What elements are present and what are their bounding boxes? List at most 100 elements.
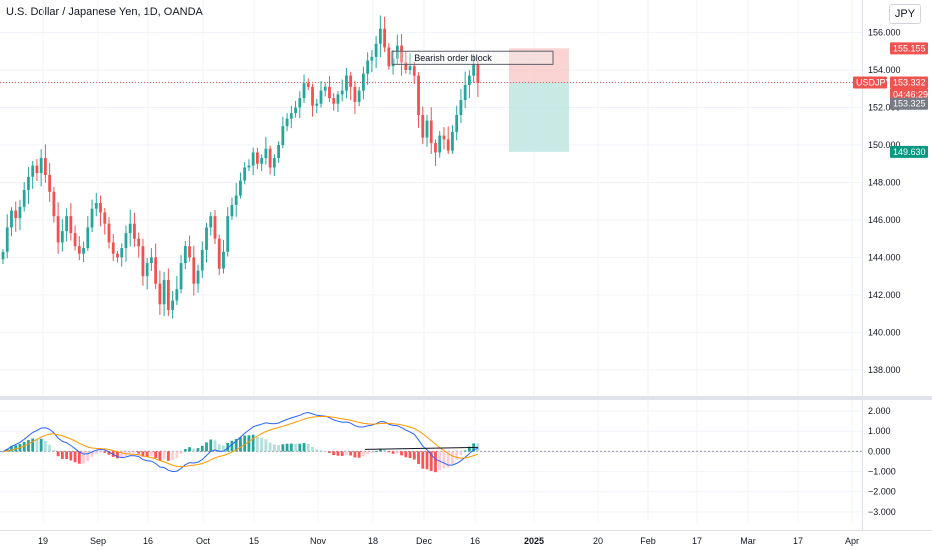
candle-body — [175, 289, 179, 301]
price-tag — [890, 42, 928, 55]
macd-histogram-bar — [209, 439, 213, 452]
macd-histogram-bar — [311, 446, 314, 452]
order-block-label: Bearish order block — [414, 53, 492, 63]
y-tick-label: 138.000 — [868, 365, 901, 375]
x-tick-label: 16 — [470, 536, 480, 546]
candle-body — [35, 165, 39, 174]
annotation-layer[interactable]: Bearish order block — [391, 50, 554, 65]
candle-body — [251, 152, 255, 166]
candle-body — [438, 135, 442, 153]
candle-body — [272, 158, 276, 168]
candle-body — [116, 253, 119, 258]
macd-histogram-bar — [264, 439, 268, 452]
candle-body — [383, 28, 386, 48]
candle-body — [99, 203, 102, 213]
macd-histogram-bar — [239, 437, 242, 452]
macd-histogram-bar — [35, 439, 39, 452]
macd-histogram-bar — [362, 451, 365, 457]
macd-pane — [0, 411, 862, 473]
candle-body — [463, 84, 467, 100]
currency-button[interactable]: JPY — [889, 4, 921, 24]
macd-histogram-bar — [323, 450, 327, 452]
macd-histogram-bar — [94, 451, 98, 454]
take-profit-zone — [509, 82, 569, 152]
macd-histogram-bar — [31, 438, 35, 452]
macd-histogram-bar — [302, 443, 306, 452]
price-tag — [890, 88, 928, 101]
candle-body — [154, 257, 158, 284]
x-tick-label: Sep — [90, 536, 106, 546]
macd-histogram-bar — [27, 440, 30, 452]
candle-body — [451, 131, 454, 151]
macd-histogram-bar — [281, 444, 285, 452]
candle-body — [18, 206, 22, 219]
macd-histogram-bar — [179, 451, 183, 454]
y-tick-label: 156.000 — [868, 27, 901, 37]
stop-loss-zone — [509, 48, 569, 83]
macd-histogram-bar — [357, 451, 361, 458]
x-tick-label: Oct — [196, 536, 211, 546]
candle-body — [128, 223, 132, 234]
macd-histogram-bar — [65, 451, 68, 459]
candle-body — [90, 208, 94, 228]
macd-histogram-bar — [374, 450, 378, 452]
candle-body — [137, 238, 141, 247]
chart-title: U.S. Dollar / Japanese Yen, 1D, OANDA — [6, 6, 203, 18]
candle-body — [408, 66, 412, 70]
macd-histogram-bar — [251, 434, 255, 452]
candle-body — [340, 90, 344, 95]
candle-body — [332, 98, 336, 104]
candle-body — [366, 60, 370, 74]
candle-body — [209, 216, 213, 228]
macd-histogram-bar — [277, 445, 280, 452]
candle-body — [349, 75, 353, 87]
macd-histogram-bar — [171, 451, 174, 461]
candle-body — [455, 114, 459, 132]
candle-body — [77, 246, 81, 254]
macd-histogram-bar — [69, 451, 73, 461]
candle-body — [52, 191, 56, 217]
macd-histogram-bar — [429, 451, 433, 472]
macd-histogram-bar — [188, 447, 191, 452]
signal-line — [2, 415, 479, 468]
macd-histogram-bar — [298, 443, 302, 452]
macd-histogram-bar — [260, 438, 264, 452]
x-tick-label: Dec — [416, 536, 433, 546]
macd-histogram-bar — [378, 448, 382, 452]
candle-body — [183, 246, 187, 264]
y-tick-label: 154.000 — [868, 65, 901, 75]
macd-histogram-bar — [451, 451, 454, 465]
candle-body — [27, 176, 30, 190]
macd-histogram-bar — [425, 451, 429, 470]
x-tick-label: 17 — [692, 536, 702, 546]
order-block-box[interactable] — [391, 50, 554, 65]
macd-histogram-bar — [285, 443, 289, 452]
candle-body — [256, 152, 259, 164]
candle-body — [298, 98, 302, 108]
macd-histogram-bar — [404, 451, 408, 458]
price-tag-label: 153.332 — [893, 78, 926, 88]
macd-histogram-bar — [349, 451, 353, 456]
macd-histogram-bar — [306, 443, 310, 452]
candle-body — [264, 148, 268, 159]
macd-histogram-bar — [256, 436, 259, 452]
candle-body — [133, 223, 136, 239]
macd-y-tick-label: −2.000 — [868, 487, 896, 497]
macd-histogram-bar — [1, 451, 5, 453]
candle-body — [281, 126, 285, 145]
macd-histogram-bar — [336, 451, 340, 456]
x-tick-label: 15 — [249, 536, 259, 546]
candle-body — [217, 238, 221, 269]
macd-histogram-bar — [120, 451, 124, 458]
candle-body — [239, 180, 242, 196]
candle-body — [289, 113, 293, 119]
price-tag-label: 149.630 — [893, 147, 926, 157]
macd-histogram-bar — [154, 451, 158, 458]
macd-histogram-bar — [468, 446, 471, 452]
macd-histogram-bar — [56, 451, 60, 457]
macd-y-tick-label: −3.000 — [868, 507, 896, 517]
candle-body — [442, 135, 446, 140]
y-tick-label: 140.000 — [868, 327, 901, 337]
